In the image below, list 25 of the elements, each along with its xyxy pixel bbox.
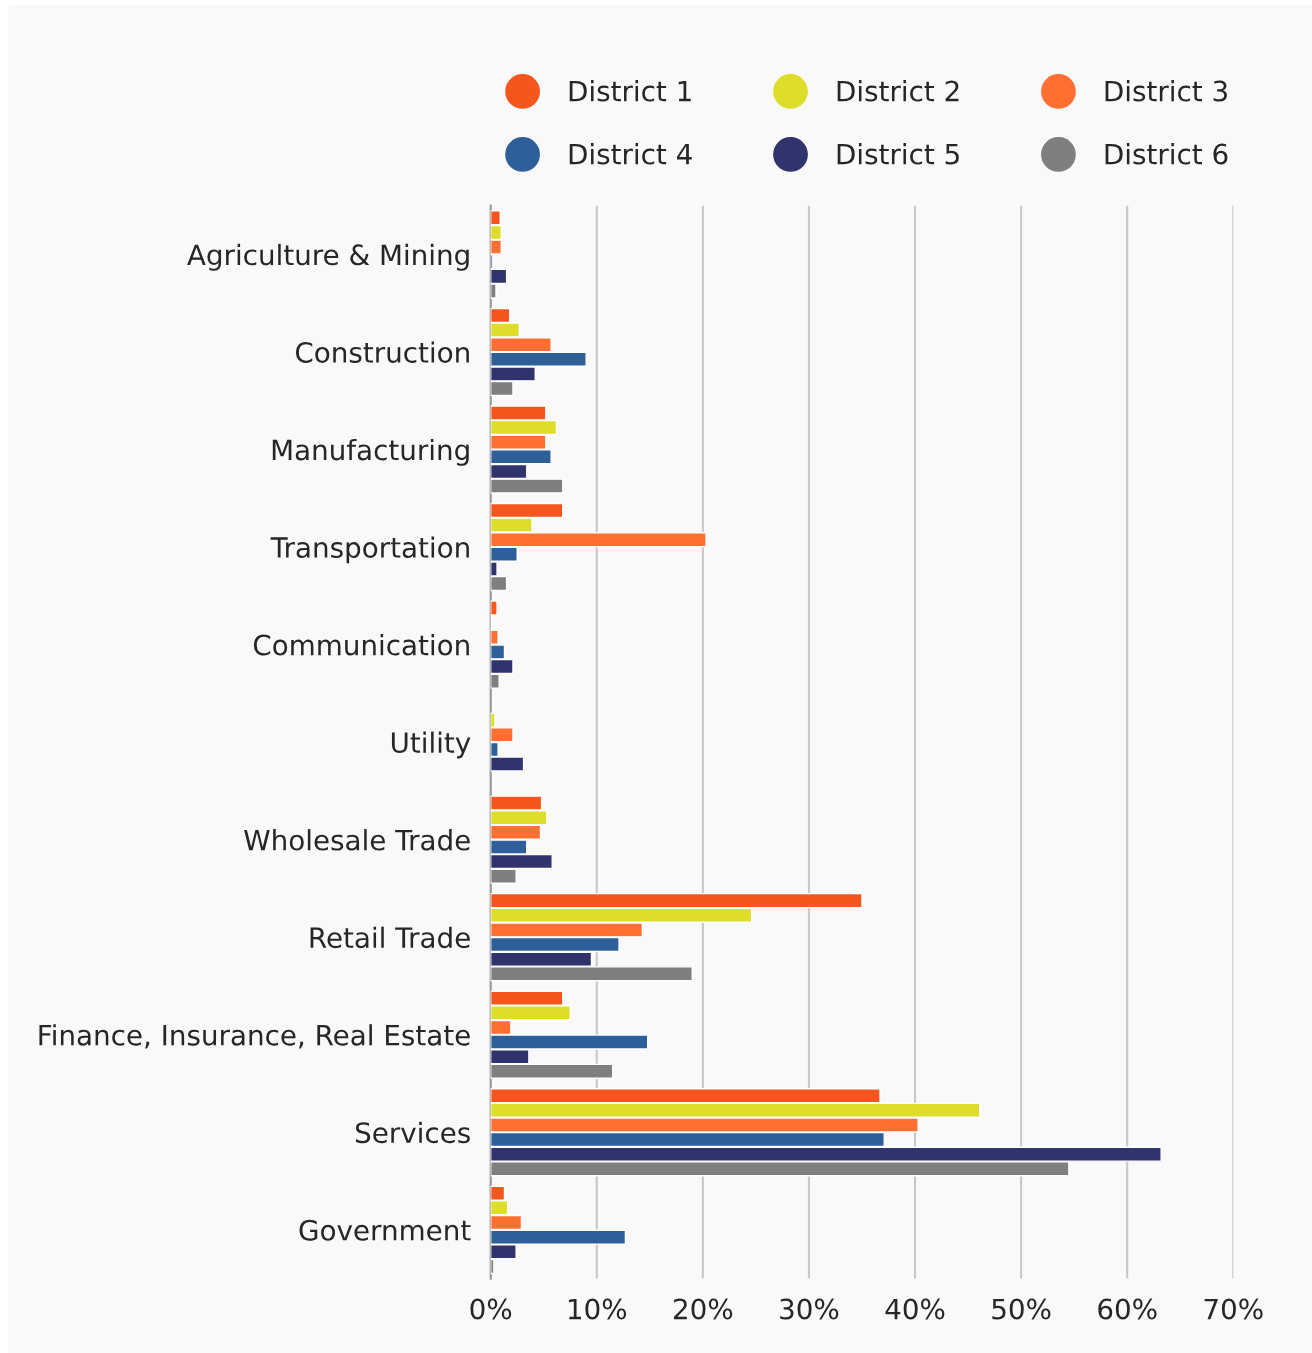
x-tick-label: 60% — [1098, 1298, 1157, 1320]
x-tick-label: 70% — [1204, 1298, 1263, 1320]
y-tick-label: Wholesale Trade — [244, 829, 470, 851]
x-tick-label: 40% — [885, 1298, 945, 1320]
x-tick-label: 50% — [992, 1298, 1051, 1320]
y-tick-label: Communication — [253, 634, 469, 656]
y-tick-label: Transportation — [270, 536, 469, 564]
legend-label: District 5 — [837, 143, 959, 165]
legend-label: District 1 — [569, 80, 691, 102]
y-tick-label: Retail Trade — [310, 926, 470, 949]
y-tick-label: Manufacturing — [272, 438, 469, 466]
y-tick-label: Government — [299, 1219, 471, 1241]
y-tick-label: Agriculture & Mining — [187, 243, 469, 271]
x-tick-label: 10% — [568, 1298, 627, 1320]
legend-label: District 6 — [1105, 143, 1228, 165]
y-tick-label: Utility — [391, 731, 471, 759]
legend-label: District 3 — [1105, 80, 1227, 102]
y-tick-label: Construction — [295, 341, 469, 363]
x-tick-label: 20% — [674, 1298, 733, 1320]
legend-label: District 2 — [837, 80, 959, 102]
y-tick-label: Services — [355, 1121, 470, 1144]
legend-label: District 4 — [569, 143, 692, 165]
x-tick-label: 0% — [470, 1298, 512, 1320]
x-tick-label: 30% — [780, 1298, 839, 1320]
y-tick-label: Finance, Insurance, Real Estate — [39, 1024, 470, 1049]
